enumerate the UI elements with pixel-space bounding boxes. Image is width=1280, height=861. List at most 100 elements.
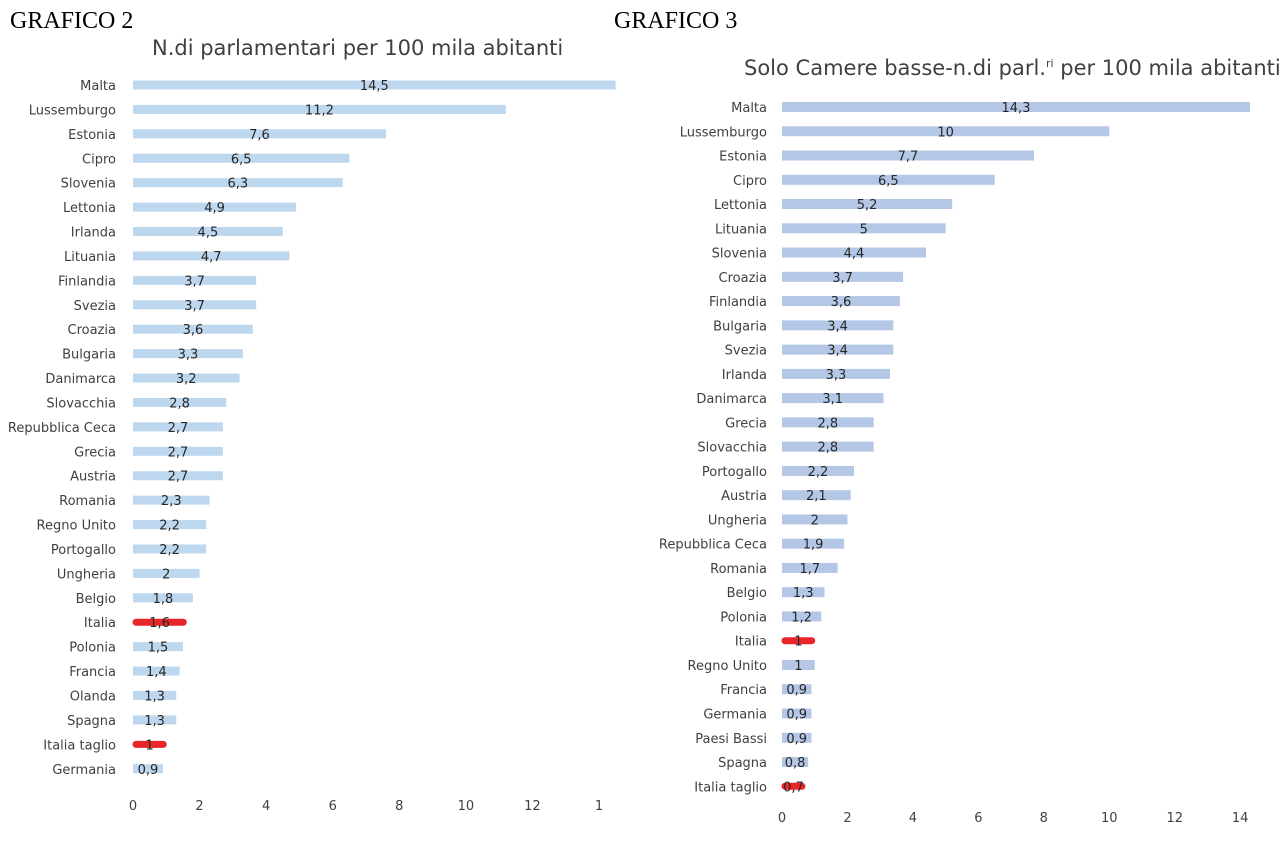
value-label: 0,9 (786, 708, 807, 723)
value-label: 0,7 (783, 780, 804, 795)
category-label: Cipro (82, 152, 116, 167)
category-label: Irlanda (71, 226, 116, 241)
x-tick-label: 4 (909, 811, 917, 826)
value-label: 1,3 (144, 690, 165, 705)
value-label: 1,7 (799, 562, 820, 577)
category-label: Finlandia (709, 295, 767, 310)
bar (782, 587, 825, 598)
x-tick-label: 0 (129, 799, 137, 814)
bar (133, 202, 297, 212)
category-label: Irlanda (722, 368, 767, 383)
category-label: Lettonia (63, 201, 116, 216)
category-label: Finlandia (58, 274, 116, 289)
category-label: Germania (703, 708, 767, 723)
bar (133, 422, 223, 432)
value-label: 5 (860, 222, 868, 237)
category-label: Cipro (733, 174, 767, 189)
bar (133, 275, 257, 285)
bar (133, 568, 200, 578)
x-tick-label: 2 (195, 799, 203, 814)
category-label: Olanda (70, 690, 116, 705)
x-tick-label: 2 (843, 811, 851, 826)
value-label: 1,4 (146, 665, 167, 680)
bar (782, 199, 953, 210)
category-label: Bulgaria (62, 348, 116, 363)
category-label: Austria (70, 470, 116, 485)
bar (133, 129, 386, 139)
value-label: 14,3 (1002, 101, 1031, 116)
value-label: 3,4 (827, 344, 848, 359)
value-label: 2,8 (169, 396, 190, 411)
bar (133, 471, 223, 481)
value-label: 1,3 (144, 714, 165, 729)
value-label: 2,7 (168, 445, 189, 460)
chart-title-right-end: per 100 mila abitanti (1053, 56, 1280, 80)
category-label: Repubblica Ceca (8, 421, 116, 436)
value-label: 1,3 (793, 586, 814, 601)
value-label: 1 (794, 635, 802, 650)
category-label: Italia taglio (694, 780, 767, 795)
value-label: 1,9 (803, 538, 824, 553)
value-label: 4,4 (844, 247, 865, 262)
value-label: 3,6 (183, 323, 204, 338)
category-label: Italia taglio (43, 738, 116, 753)
bar (782, 465, 854, 476)
category-label: Danimarca (696, 392, 767, 407)
bar (133, 495, 210, 505)
value-label: 3,7 (832, 271, 853, 286)
x-tick-label: 14 (1232, 811, 1249, 826)
value-label: 2,2 (808, 465, 829, 480)
category-label: Slovacchia (697, 441, 767, 456)
x-tick-label: 10 (1101, 811, 1118, 826)
bar (133, 153, 350, 163)
bar (133, 520, 207, 530)
bar (782, 538, 845, 549)
value-label: 0,8 (785, 756, 806, 771)
category-label: Polonia (69, 641, 116, 656)
bar (133, 397, 227, 407)
category-label: Bulgaria (713, 319, 767, 334)
value-label: 6,3 (228, 177, 249, 192)
bar (782, 296, 900, 307)
bar (782, 393, 884, 404)
bar (782, 684, 812, 695)
bar (782, 562, 838, 573)
x-tick-label: 6 (329, 799, 337, 814)
bar (133, 666, 180, 676)
value-label: 1,2 (791, 610, 812, 625)
x-tick-label: 8 (395, 799, 403, 814)
value-label: 1,8 (153, 592, 174, 607)
value-label: 3,3 (826, 368, 847, 383)
category-label: Romania (710, 562, 767, 577)
category-label: Belgio (727, 586, 767, 601)
category-label: Ungheria (708, 513, 767, 528)
category-label: Lussemburgo (29, 103, 116, 118)
bar (133, 80, 616, 90)
chart-heading-left: GRAFICO 2 (10, 8, 134, 34)
bar (782, 126, 1110, 137)
category-label: Belgio (76, 592, 116, 607)
value-label: 7,6 (249, 128, 270, 143)
bar (133, 104, 506, 114)
category-label: Lituania (64, 250, 116, 265)
value-label: 3,2 (176, 372, 197, 387)
value-label: 10 (937, 125, 954, 140)
category-label: Slovacchia (46, 396, 116, 411)
x-tick-label: 10 (458, 799, 475, 814)
category-label: Estonia (719, 150, 767, 165)
x-tick-label: 6 (974, 811, 982, 826)
value-label: 3,6 (831, 295, 852, 310)
category-label: Croazia (719, 271, 767, 286)
value-label: 0,9 (786, 683, 807, 698)
bar (133, 324, 253, 334)
bar (782, 417, 874, 428)
value-label: 2 (162, 567, 170, 582)
bar (782, 490, 851, 501)
category-label: Danimarca (45, 372, 116, 387)
chart-title-left: N.di parlamentari per 100 mila abitanti (152, 36, 564, 60)
category-label: Regno Unito (37, 519, 116, 534)
x-tick-label: 12 (524, 799, 541, 814)
category-label: Paesi Bassi (695, 732, 767, 747)
chart-title-right-sup: ri (1045, 57, 1054, 70)
value-label: 1,5 (148, 641, 169, 656)
